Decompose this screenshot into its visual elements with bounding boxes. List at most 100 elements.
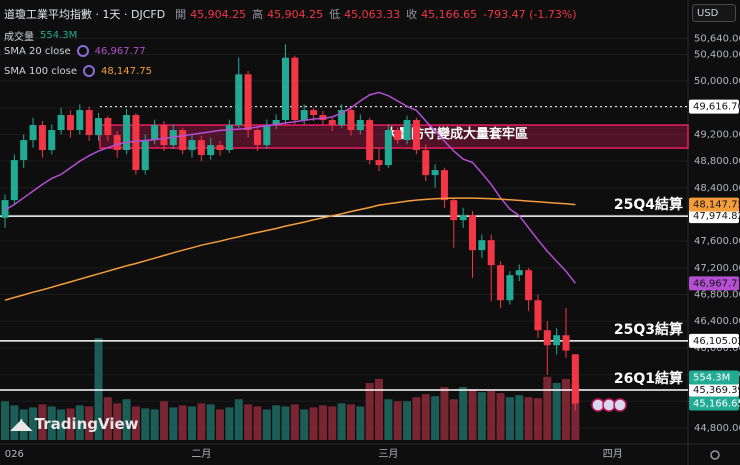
volume-bar — [10, 405, 19, 440]
price-tag: 49,616.70 — [689, 99, 740, 114]
volume-bar — [29, 407, 38, 440]
candle-body — [431, 170, 439, 176]
price-tag-bg — [689, 99, 739, 114]
candle-body — [57, 115, 65, 131]
ohlc-value: 45,904.25 — [267, 7, 324, 21]
y-tick-label: 46,400.00 — [694, 316, 740, 327]
candle-body — [328, 120, 336, 126]
volume-bar — [384, 399, 393, 440]
volume-bar — [505, 397, 514, 440]
y-tick-label: 50,000.00 — [694, 76, 740, 87]
candle-body — [450, 200, 458, 221]
volume-bar — [496, 393, 505, 440]
candle-body — [440, 170, 448, 201]
volume-bar — [178, 405, 187, 440]
currency-button[interactable]: USD — [692, 4, 736, 22]
level-annotation: 25Q4結算 — [614, 196, 683, 213]
indicator[interactable]: SMA 100 close 48,147.75 — [4, 65, 152, 77]
volume-bar — [216, 409, 225, 440]
y-tick-label: 48,400.00 — [694, 183, 740, 194]
y-tick-label: 46,800.00 — [694, 290, 740, 301]
candle-body — [459, 215, 467, 221]
volume-bar — [159, 401, 168, 440]
volume-bar — [244, 404, 253, 440]
candle-body — [188, 140, 196, 151]
ohlc-value: 45,166.65 — [421, 7, 478, 21]
volume-bar — [562, 378, 570, 440]
price-tag-bg — [689, 396, 739, 411]
candle-body — [291, 57, 299, 121]
y-tick-label: 50,400.00 — [694, 49, 740, 60]
volume-bar — [38, 404, 47, 440]
event-icon — [591, 398, 605, 412]
zone — [99, 124, 689, 149]
candle-body — [338, 110, 346, 126]
candle-body — [366, 120, 374, 161]
indicator[interactable]: SMA 20 close 46,967.77 — [4, 45, 146, 57]
y-tick-label: 47,600.00 — [694, 236, 740, 247]
volume-bar — [421, 394, 430, 440]
volume-bar — [318, 405, 327, 440]
price-tag: 46,105.02 — [689, 333, 740, 348]
price-tag: 45,369.39 — [689, 382, 740, 397]
volume-bar — [487, 391, 496, 440]
price-tag-bg — [689, 333, 739, 348]
volume-bar — [346, 404, 355, 440]
x-tick-label: 三月 — [378, 448, 398, 460]
candle-body — [487, 240, 495, 266]
volume-bar — [459, 387, 468, 440]
indicator-value: 48,147.75 — [101, 65, 152, 77]
price-tag-bg — [689, 276, 739, 291]
ohlc-key: 收 — [406, 8, 418, 21]
level-annotation: 26Q1結算 — [614, 370, 683, 387]
candle-body — [1, 200, 9, 218]
price-tag: 46,967.77 — [689, 276, 740, 291]
event-icon — [613, 398, 627, 412]
candle-body — [478, 240, 486, 251]
candle-body — [66, 115, 74, 131]
price-tag-label: 45,166.65 — [693, 399, 740, 410]
volume-bar — [412, 397, 421, 440]
volume-bar — [524, 397, 533, 440]
indicator-name: 成交量 — [4, 32, 34, 43]
price-tag-label: 49,616.70 — [693, 102, 740, 113]
ohlc-value: 45,063.33 — [344, 7, 401, 21]
y-tick-label: 44,800.00 — [694, 423, 740, 434]
brand-logo: ◢◣ TradingView — [10, 414, 139, 433]
candle-body — [375, 160, 383, 166]
ohlc-key: 高 — [252, 8, 264, 21]
volume-bar — [468, 389, 477, 440]
volume-bar — [253, 406, 262, 440]
y-tick-label: 48,800.00 — [694, 156, 740, 167]
volume-bar — [57, 409, 66, 440]
volume-bar — [272, 405, 281, 440]
x-tick-label: 四月 — [603, 448, 623, 460]
candle-body — [272, 120, 280, 126]
volume-bar — [552, 382, 561, 440]
indicator: 成交量 554.3M — [4, 28, 77, 43]
candle-body — [384, 130, 392, 166]
volume-bar — [122, 399, 131, 440]
candle-body — [571, 354, 579, 404]
volume-bar — [197, 403, 206, 440]
price-tag: 45,166.65 — [689, 396, 740, 411]
event-icon — [602, 398, 616, 412]
y-tick-label: 49,200.00 — [694, 129, 740, 140]
candle-body — [244, 74, 252, 131]
candle-body — [534, 300, 542, 331]
volume-bar — [477, 392, 486, 440]
indicator-name: SMA 100 close — [4, 65, 78, 77]
price-tag: 554.3M — [689, 370, 739, 385]
zone-label: 大量防守變成大量套牢區 — [385, 126, 528, 142]
volume-bar — [66, 408, 75, 440]
y-tick-label: 50,640.00 — [694, 33, 740, 44]
candle-body — [282, 57, 289, 121]
sma-line — [4, 197, 576, 301]
candle-body — [310, 110, 318, 116]
volume-bar — [375, 378, 383, 440]
volume-bar — [113, 403, 122, 440]
candle-body — [403, 120, 411, 141]
candle-body — [160, 125, 168, 146]
volume-bar — [19, 409, 28, 440]
